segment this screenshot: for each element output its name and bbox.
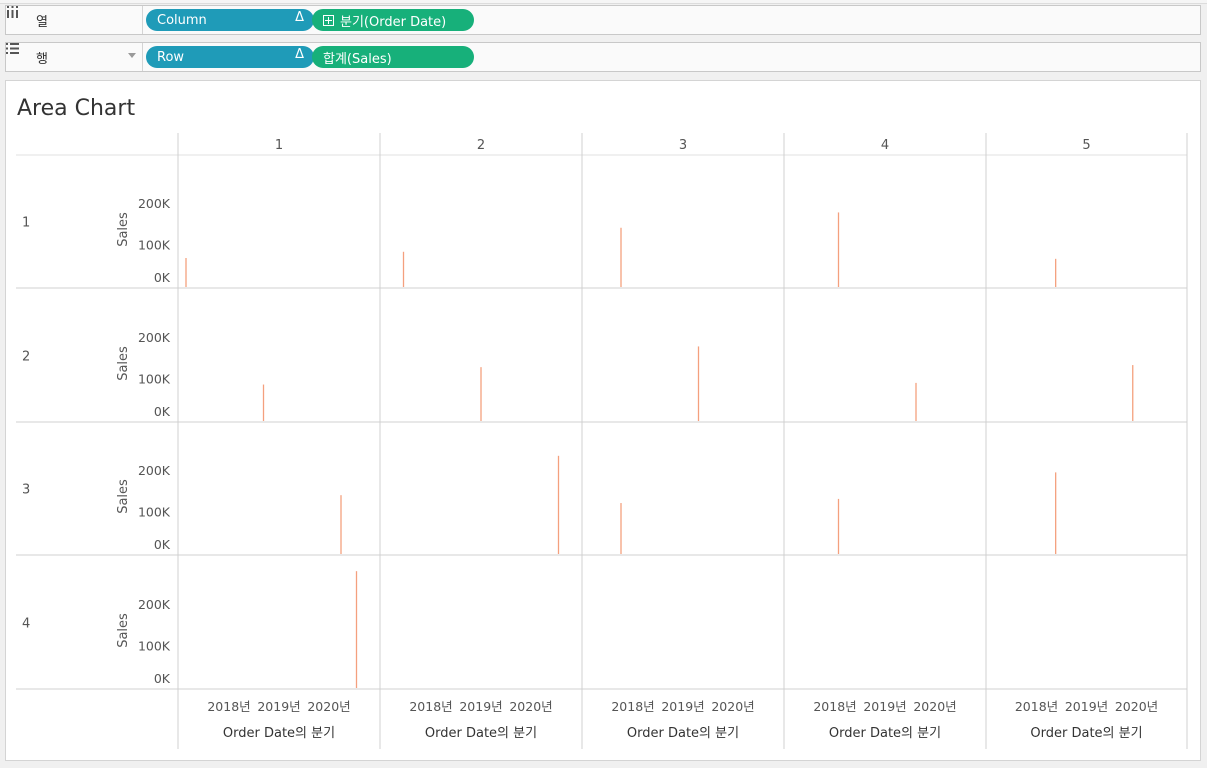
row-header: 4: [22, 617, 30, 632]
columns-shelf-label: 열: [6, 6, 143, 34]
delta-icon: Δ: [295, 10, 304, 25]
x-tick-label: 2018년: [1015, 699, 1058, 714]
rows-shelf-label: 행: [6, 43, 143, 71]
column-header: 1: [275, 138, 283, 153]
column-header: 4: [881, 138, 889, 153]
x-tick-label: 2020년: [509, 699, 552, 714]
y-tick-label: 100K: [138, 238, 171, 253]
expand-plus-icon[interactable]: [323, 14, 334, 26]
y-axis-title: Sales: [116, 346, 131, 381]
y-tick-label: 200K: [138, 330, 171, 345]
x-tick-label: 2018년: [813, 699, 856, 714]
x-tick-label: 2020년: [1115, 699, 1158, 714]
x-tick-label: 2020년: [711, 699, 754, 714]
y-tick-label: 0K: [154, 671, 171, 686]
y-tick-label: 200K: [138, 196, 171, 211]
x-axis-title: Order Date의 분기: [627, 726, 739, 741]
x-tick-label: 2019년: [863, 699, 906, 714]
quarter-order-date-pill-label: 분기(Order Date): [340, 14, 447, 30]
y-tick-label: 0K: [154, 404, 171, 419]
area-chart: 1 2 3 4 5 1 Sales 2 Sales 3 Sales 4 Sales 0K 100K 200K 0…: [16, 133, 1188, 749]
x-tick-label: 2019년: [257, 699, 300, 714]
row-header: 3: [22, 483, 30, 498]
x-tick-label: 2018년: [611, 699, 654, 714]
y-axis-title: Sales: [116, 613, 131, 648]
sum-sales-pill-label: 합계(Sales): [323, 51, 392, 67]
x-tick-label: 2019년: [1065, 699, 1108, 714]
worksheet-view: Area Chart 1 2 3 4 5 1 Sales 2 Sales 3 Sales 4 Sales…: [5, 80, 1201, 761]
x-tick-label: 2020년: [913, 699, 956, 714]
y-tick-label: 100K: [138, 639, 171, 654]
y-tick-label: 0K: [154, 537, 171, 552]
row-header: 1: [22, 216, 30, 231]
x-tick-label: 2018년: [409, 699, 452, 714]
delta-icon: Δ: [295, 47, 304, 62]
y-axis-title: Sales: [116, 212, 131, 247]
y-tick-label: 100K: [138, 372, 171, 387]
column-header: 2: [477, 138, 485, 153]
y-tick-label: 100K: [138, 505, 171, 520]
column-header: 3: [679, 138, 687, 153]
x-axis-title: Order Date의 분기: [425, 726, 537, 741]
row-pill-label: Row: [157, 49, 185, 65]
sum-sales-pill[interactable]: 합계(Sales): [312, 46, 474, 68]
rows-shelf[interactable]: 행 Row Δ 합계(Sales): [5, 42, 1201, 72]
chevron-down-icon[interactable]: [128, 53, 136, 58]
rows-icon: [6, 43, 28, 64]
worksheet-title: Area Chart: [17, 96, 136, 121]
y-tick-label: 200K: [138, 597, 171, 612]
x-tick-label: 2019년: [459, 699, 502, 714]
row-header: 2: [22, 350, 30, 365]
top-strip: [0, 0, 1207, 4]
x-tick-label: 2019년: [661, 699, 704, 714]
y-tick-label: 0K: [154, 270, 171, 285]
x-axis-title: Order Date의 분기: [223, 726, 335, 741]
quarter-order-date-pill[interactable]: 분기(Order Date): [312, 9, 474, 31]
y-axis-title: Sales: [116, 479, 131, 514]
row-pill[interactable]: Row Δ: [146, 46, 314, 68]
column-pill[interactable]: Column Δ: [146, 9, 314, 31]
column-header: 5: [1082, 138, 1090, 153]
column-pill-label: Column: [157, 12, 207, 28]
x-axis-title: Order Date의 분기: [829, 726, 941, 741]
x-tick-label: 2020년: [307, 699, 350, 714]
columns-icon: [7, 6, 28, 27]
columns-shelf[interactable]: 열 Column Δ 분기(Order Date): [5, 5, 1201, 35]
y-tick-label: 200K: [138, 463, 171, 478]
x-axis-title: Order Date의 분기: [1030, 726, 1142, 741]
columns-shelf-text: 열: [36, 14, 48, 30]
x-tick-label: 2018년: [207, 699, 250, 714]
rows-shelf-text: 행: [36, 51, 48, 67]
